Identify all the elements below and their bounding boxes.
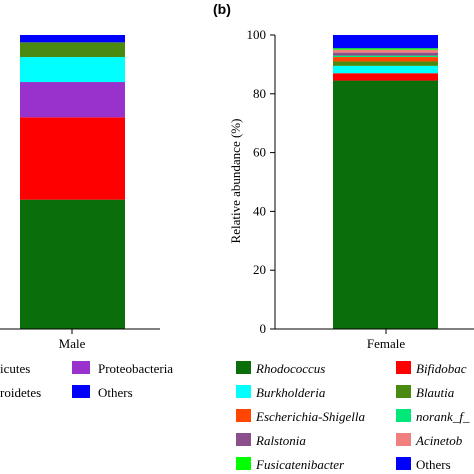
legend-b-label-fusicatenibacter: Fusicatenibacter [255, 457, 345, 472]
y-tick-label-20: 20 [253, 262, 266, 277]
female-bar-segment-burkholderia [333, 65, 438, 74]
y-tick-label-0: 0 [260, 321, 267, 336]
male-bar-segment-actinobacteria [20, 57, 125, 83]
legend-a-label-roidetes: roidetes [0, 385, 41, 400]
legend-b-label-burkholderia: Burkholderia [256, 385, 326, 400]
y-tick-label-60: 60 [253, 145, 266, 160]
y-tick-label-100: 100 [247, 27, 267, 42]
y-axis: 0 20 40 60 80 100 [247, 27, 276, 336]
legend-b-label-ralstonia: Ralstonia [255, 433, 306, 448]
legend-b-label-acinetob: Acinetob [415, 433, 463, 448]
legend-a-label-icutes: icutes [0, 361, 30, 376]
legend-b-swatch-norank-f [396, 409, 411, 422]
legend-a-swatch-others [72, 385, 90, 398]
female-bar-segment-norank-f [333, 55, 438, 58]
female-bar-segment-bifidobac [333, 73, 438, 81]
legend-a-swatch-proteobacteria [72, 361, 90, 374]
legend-b-label-blautia: Blautia [416, 385, 455, 400]
legend-b-swatch-burkholderia [236, 385, 251, 398]
legend-b-swatch-rhodococcus [236, 361, 251, 374]
female-bar-segment-acinetob [333, 49, 438, 53]
female-bar-segment-others [333, 35, 438, 49]
legend-b-swatch-escherichia-shigella [236, 409, 251, 422]
male-bar-segment-others [20, 35, 125, 43]
legend-b-swatch-ralstonia [236, 433, 251, 446]
panel-b-female: (b) Relative abundance (%) 020406080100 … [213, 1, 474, 351]
male-stacked-bar [20, 35, 125, 329]
x-tick-label-male: Male [59, 336, 86, 351]
female-bar-segment-blautia [333, 61, 438, 66]
legend-panel-b: Rhodococcus Bifidobac Burkholderia Blautia E… [236, 361, 470, 472]
legend-a-label-others: Others [98, 385, 133, 400]
female-stacked-bar [333, 35, 438, 329]
y-tick-label-40: 40 [253, 203, 266, 218]
y-axis-label: Relative abundance (%) [228, 119, 243, 244]
female-bar-segment-rhodococcus [333, 80, 438, 329]
legend-b-swatch-others [396, 457, 411, 470]
male-bar-segment-fusobacteria [20, 42, 125, 58]
male-bar-segment-bacteroidetes [20, 117, 125, 200]
legend-b-label-rhodococcus: Rhodococcus [255, 361, 325, 376]
panel-label-b: (b) [213, 1, 231, 17]
legend-b-label-norank-f: norank_f_ [416, 409, 470, 424]
female-bar-segment-ralstonia [333, 52, 438, 56]
panel-a-male: Male [0, 35, 160, 351]
legend-b-swatch-acinetob [396, 433, 411, 446]
legend-b-swatch-blautia [396, 385, 411, 398]
male-bar-segment-firmicutes [20, 199, 125, 329]
legend-b-swatch-bifidobac [396, 361, 411, 374]
female-bar-segment-escherichia-shigella [333, 57, 438, 62]
legend-b-label-escherichia-shigella: Escherichia-Shigella [255, 409, 366, 424]
legend-b-label-others: Others [416, 457, 451, 472]
y-tick-label-80: 80 [253, 86, 266, 101]
x-tick-label-female: Female [367, 336, 405, 351]
legend-a-label-proteobacteria: Proteobacteria [98, 361, 173, 376]
legend-b-swatch-fusicatenibacter [236, 457, 251, 470]
legend-panel-a: icutes roidetes Proteobacteria Others [0, 361, 173, 400]
female-bar-segment-fusicatenibacter [333, 48, 438, 50]
legend-b-label-bifidobac: Bifidobac [416, 361, 467, 376]
male-bar-segment-proteobacteria [20, 82, 125, 118]
